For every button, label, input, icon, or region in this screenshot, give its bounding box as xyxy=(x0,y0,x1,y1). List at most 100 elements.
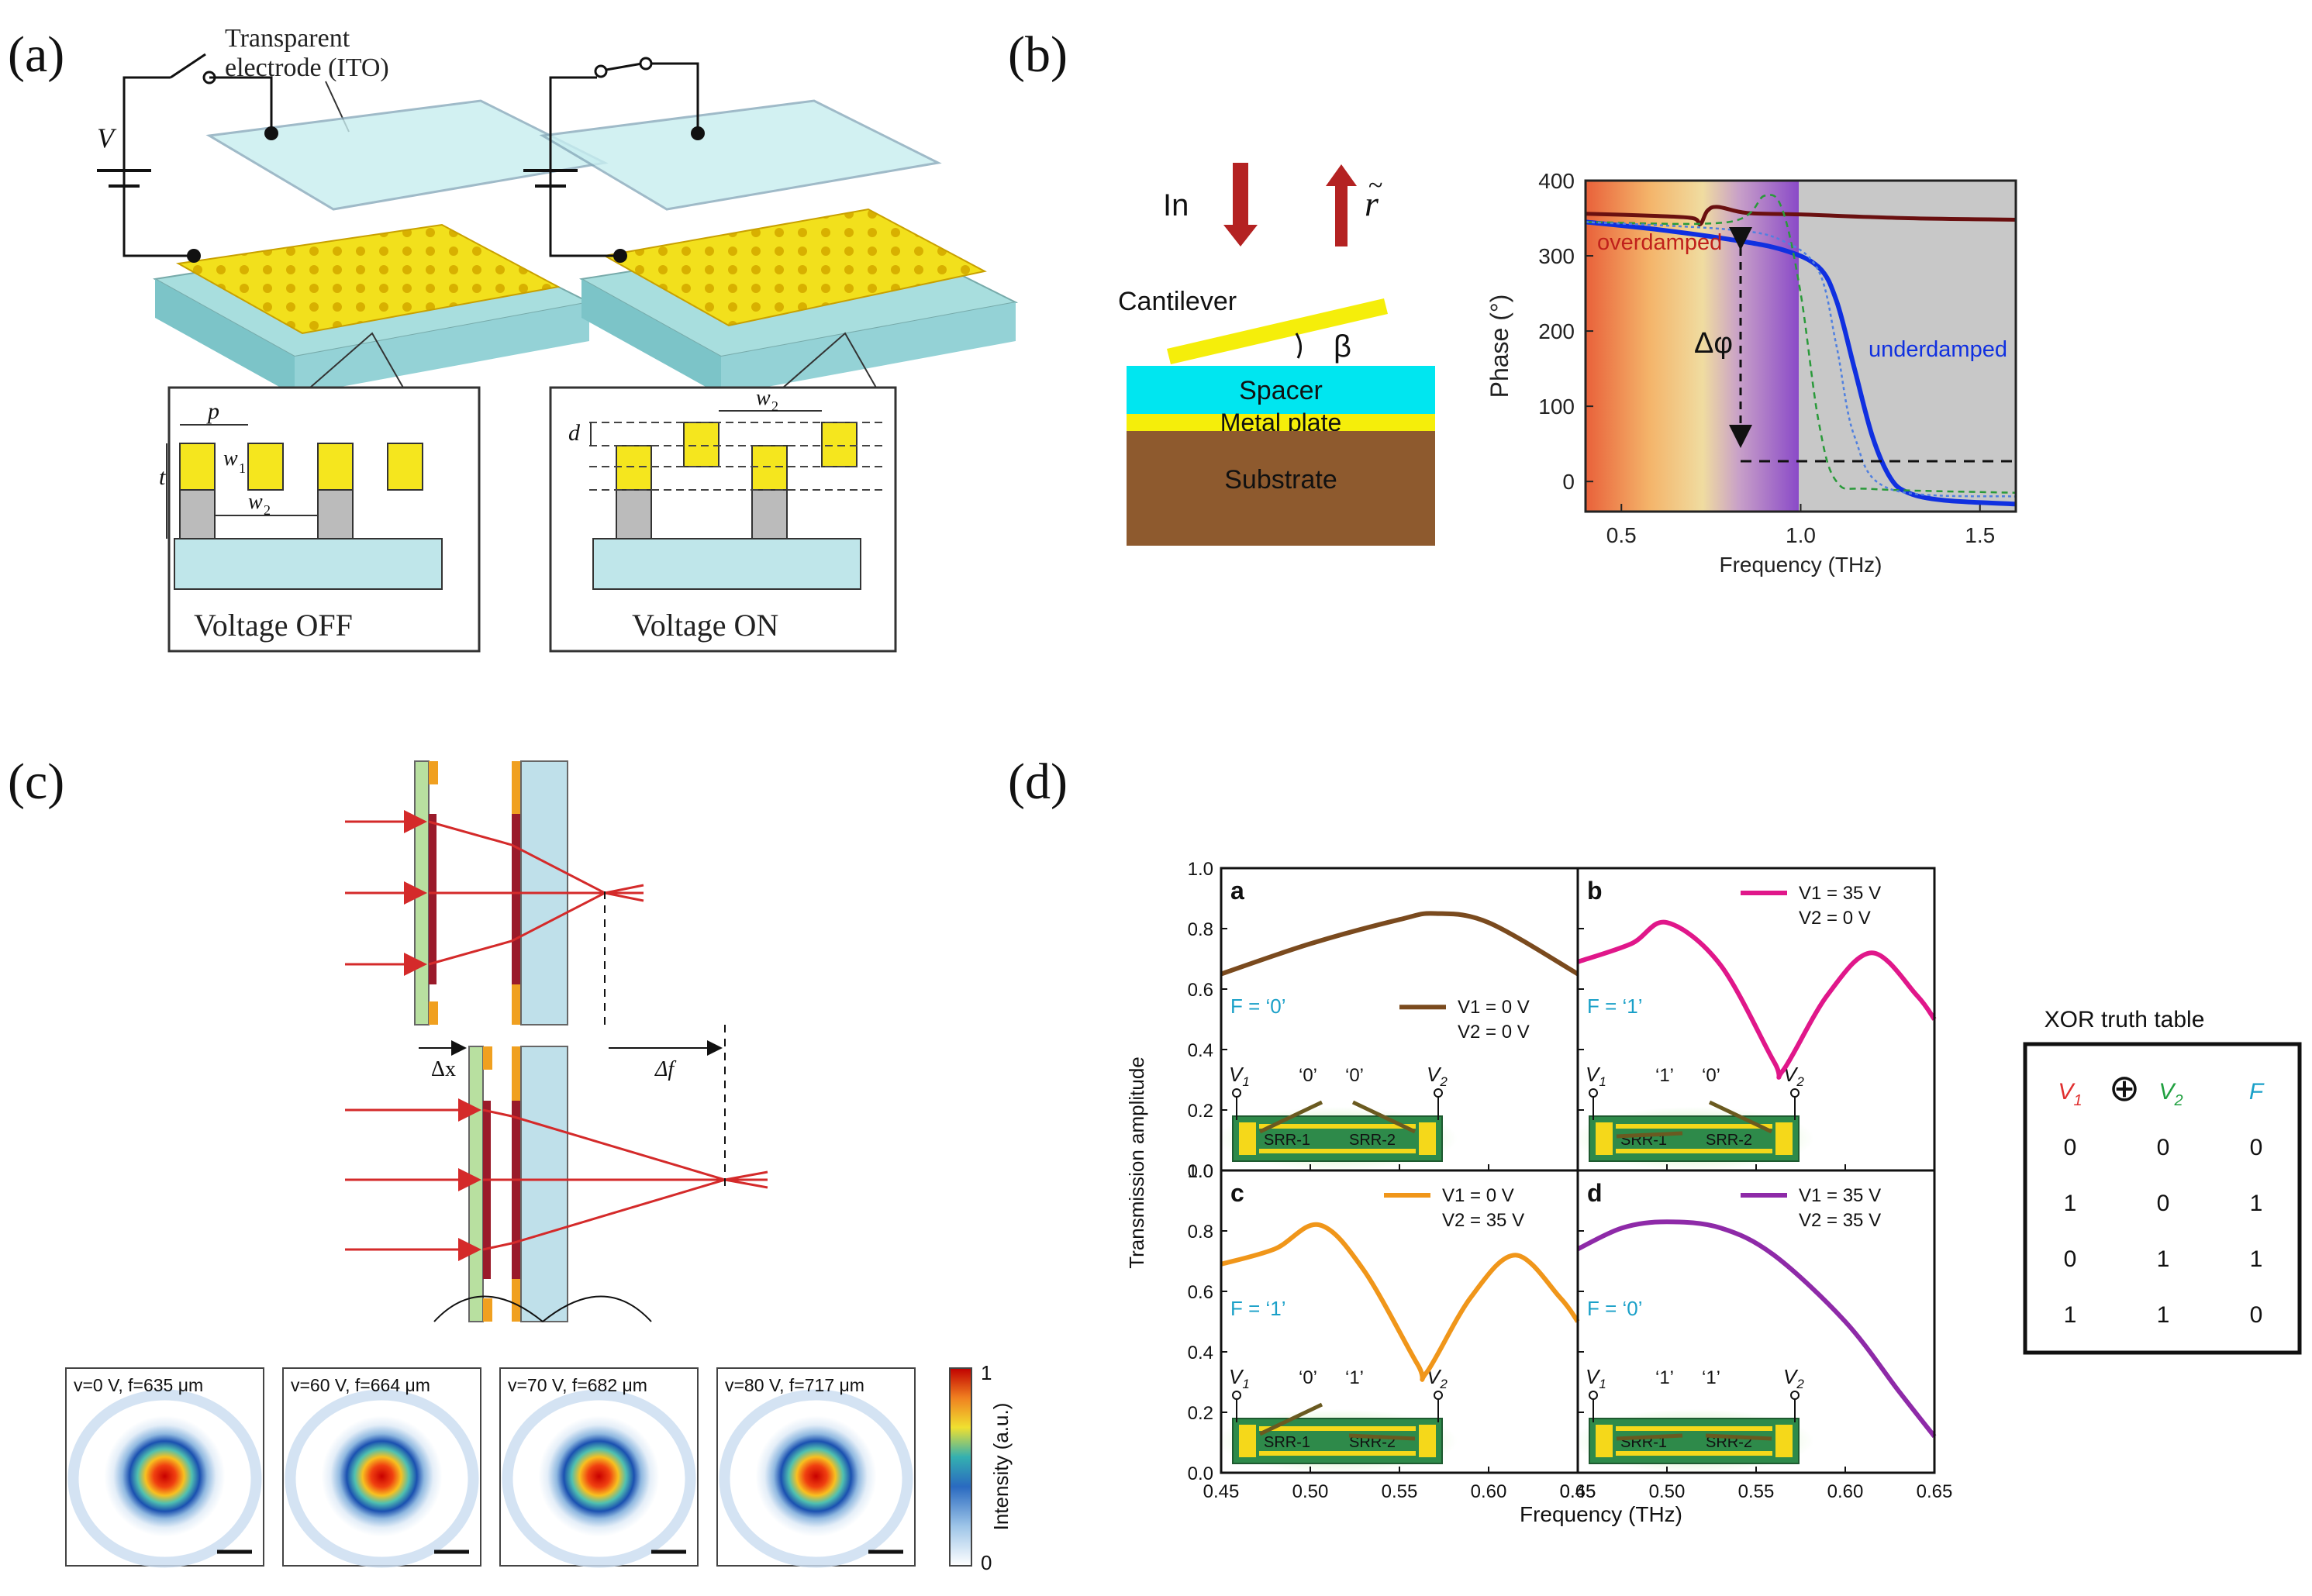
electrode-node-v1 xyxy=(1232,1088,1241,1098)
spacer-layer xyxy=(1127,366,1435,414)
electrode-node-v1 xyxy=(1232,1391,1241,1400)
ito-label-line1: Transparent xyxy=(225,24,350,53)
tt-cell: 1 xyxy=(2250,1191,2263,1216)
device-trace-top xyxy=(1616,1426,1772,1431)
ito-plate-right xyxy=(539,99,942,211)
device-trace-bottom xyxy=(1259,1149,1416,1153)
cantilever-srr2 xyxy=(1351,1100,1417,1134)
transmission-curve-c xyxy=(1220,1222,1580,1382)
reflected-arrow xyxy=(1326,164,1357,246)
subplot-id: c xyxy=(1230,1179,1244,1207)
device-trace-bottom xyxy=(1616,1451,1772,1456)
d-xtick-label: 0.60 xyxy=(1471,1481,1507,1502)
device-substrate xyxy=(1589,1115,1800,1162)
tt-cell: 0 xyxy=(2157,1135,2170,1160)
srr1-label: SRR-1 xyxy=(1264,1132,1310,1149)
inset-on-pad-3 xyxy=(751,445,788,491)
ito-plate-left xyxy=(205,99,609,211)
phase-plot-frame xyxy=(1584,179,2017,513)
phase-series-dashed-green xyxy=(1585,194,2017,494)
mount-left xyxy=(433,1295,543,1322)
srr2-label: SRR-2 xyxy=(1349,1132,1396,1149)
lens2-substrate-bottom xyxy=(520,1046,568,1322)
tt-cell: 0 xyxy=(2064,1135,2077,1160)
inset-v1-label: V1 xyxy=(1229,1063,1250,1089)
substrate-layer xyxy=(1127,431,1435,546)
underdamped-label: underdamped xyxy=(1869,337,2007,362)
srr1-label: SRR-1 xyxy=(1264,1434,1310,1451)
device-pad-left xyxy=(1239,1425,1256,1457)
output-f-label: F = ‘1’ xyxy=(1587,994,1643,1018)
device-pad-right xyxy=(1419,1425,1436,1457)
electrode-node-v2 xyxy=(1434,1391,1443,1400)
circuit-right xyxy=(549,76,620,257)
device-trace-bottom xyxy=(1259,1451,1416,1456)
cantilever-label: Cantilever xyxy=(1118,287,1237,316)
inset-on-w2: w xyxy=(756,386,771,410)
inset-v1-label: V1 xyxy=(1229,1365,1250,1391)
phase-xtick-label: 1.0 xyxy=(1786,523,1816,547)
d-xlabel: Frequency (THz) xyxy=(1520,1502,1682,1526)
d-xtick-label: 0.45 xyxy=(1203,1481,1240,1502)
shaded-band xyxy=(1799,181,2016,512)
tt-cell: 1 xyxy=(2250,1246,2263,1272)
cantilever-srr1 xyxy=(1616,1433,1683,1441)
legend-v2: V2 = 0 V xyxy=(1799,908,1871,929)
focal-ring xyxy=(67,1389,262,1568)
focal-ring xyxy=(285,1389,479,1568)
substrate-label: Substrate xyxy=(1224,465,1337,495)
d-ytick-label: 0.6 xyxy=(1188,1282,1213,1303)
bit-srr1: ‘1’ xyxy=(1655,1065,1674,1086)
inset-on-pad-1 xyxy=(616,445,652,491)
transmission-subplot-b: SRR-1 SRR-2V1 V2‘1’ ‘0’bF = ‘1’V1 = 35 VV2 … xyxy=(1574,867,1937,1172)
d-ytick-label: 1.0 xyxy=(1188,859,1213,880)
output-f-label: F = ‘1’ xyxy=(1230,1297,1286,1320)
lens1-top-tab xyxy=(429,761,438,784)
legend-v1: V1 = 0 V xyxy=(1458,997,1530,1018)
inset-on-w2-sub: 2 xyxy=(771,398,778,414)
inset-on-pad-4 xyxy=(821,422,858,467)
phase-ylabel: Phase (°) xyxy=(1486,295,1513,398)
phase-xtick-label: 0.5 xyxy=(1606,523,1637,547)
device-trace-top xyxy=(1616,1124,1772,1129)
switch-node-right-1 xyxy=(594,64,608,78)
lens1b-bottom-tab xyxy=(483,1298,492,1322)
device-pad-right xyxy=(1775,1122,1793,1155)
d-xtick-label: 0.45 xyxy=(1560,1481,1596,1502)
inset-v2-label: V2 xyxy=(1427,1063,1448,1089)
phase-ytick-label: 200 xyxy=(1538,319,1575,343)
colorbar xyxy=(949,1367,972,1567)
panel-a: Transparent electrode (ITO) V p t w 1 w … xyxy=(97,24,1019,653)
cantilever-srr1 xyxy=(1258,1402,1323,1436)
phase-xtick-label: 1.5 xyxy=(1965,523,1995,547)
mount-right xyxy=(542,1295,652,1322)
panel-label-d: (d) xyxy=(1008,753,1068,810)
d-ytick-label: 0.8 xyxy=(1188,1222,1213,1243)
focal-ring xyxy=(502,1389,696,1568)
inset-v1-label: V1 xyxy=(1586,1063,1606,1089)
lens1-metalens xyxy=(429,814,437,984)
cantilever-srr2 xyxy=(1705,1433,1772,1441)
inset-on-post-2 xyxy=(751,489,788,539)
lens2-metalens-top xyxy=(512,814,521,984)
metasurface-right xyxy=(602,208,987,327)
truth-table-title: XOR truth table xyxy=(2045,1007,2205,1032)
d-xtick-label: 0.65 xyxy=(1917,1481,1953,1502)
inset-off-w2-sub: 2 xyxy=(264,502,271,518)
callout-right xyxy=(782,332,877,388)
transmission-subplot-a: SRR-1 SRR-2 V1 V2 ‘0’ ‘0’ a F = ‘0’ V1 = 0 V V2 =… xyxy=(1188,859,1579,1182)
phase-ytick-label: 100 xyxy=(1538,395,1575,419)
transmission-subplot-d: SRR-1 SRR-2V1 V2‘1’ ‘1’dF = ‘0’V1 = 35 VV2 … xyxy=(1560,1169,1953,1502)
cantilever-srr1 xyxy=(1258,1100,1323,1134)
panel-c: Δx Δf v=0 V, f=635 μm v=60 V, f=664 μm v=7… xyxy=(65,760,1013,1574)
inset-off-w1: w xyxy=(223,446,238,471)
bit-srr2: ‘0’ xyxy=(1345,1065,1364,1086)
focal-image-label: v=80 V, f=717 μm xyxy=(725,1375,864,1395)
colorbar-max: 1 xyxy=(981,1361,992,1384)
substrate-right-side xyxy=(581,279,721,395)
focal-image-label: v=0 V, f=635 μm xyxy=(74,1375,203,1395)
focal-image-label: v=70 V, f=682 μm xyxy=(508,1375,647,1395)
focal-spot xyxy=(104,1415,226,1537)
transmission-curve-d xyxy=(1576,1219,1937,1439)
d-ytick-label: 0.0 xyxy=(1188,1161,1213,1182)
